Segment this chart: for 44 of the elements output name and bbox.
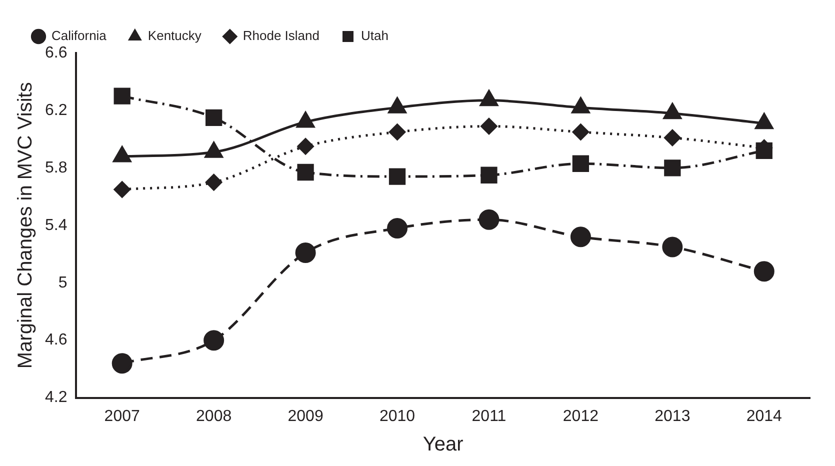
point <box>756 142 772 160</box>
point <box>480 166 498 184</box>
point <box>297 164 314 181</box>
point <box>478 209 500 230</box>
x-tick-label: 2013 <box>654 408 690 425</box>
point <box>572 124 589 140</box>
point <box>388 168 406 185</box>
y-tick-label: 5 <box>58 274 68 292</box>
y-tick-label: 5.4 <box>44 216 68 234</box>
x-tick-label: 2010 <box>379 408 416 425</box>
point <box>114 88 130 104</box>
point <box>206 109 222 126</box>
x-tick-label: 2007 <box>104 408 140 425</box>
point <box>112 353 132 374</box>
point <box>114 181 130 198</box>
point <box>206 174 222 191</box>
point <box>389 124 406 140</box>
x-tick-label: 2012 <box>562 408 599 425</box>
point <box>754 261 774 282</box>
legend-label: Rhode Island <box>242 28 320 44</box>
point <box>295 242 316 263</box>
legend-label: Utah <box>360 28 388 44</box>
x-axis-title: Year <box>422 434 464 456</box>
point <box>662 236 683 258</box>
point <box>572 155 590 172</box>
point <box>570 226 591 248</box>
y-tick-label: 5.8 <box>44 159 68 176</box>
point <box>387 218 408 239</box>
legend-label: Kentucky <box>148 28 202 44</box>
y-tick-label: 6.6 <box>44 44 68 62</box>
y-tick-label: 4.2 <box>44 389 68 406</box>
point <box>480 118 498 135</box>
x-tick-label: 2014 <box>746 408 782 425</box>
x-tick-label: 2009 <box>288 408 324 425</box>
x-tick-label: 2008 <box>196 408 232 425</box>
x-tick-label: 2011 <box>472 408 506 425</box>
point <box>297 138 314 155</box>
point <box>664 160 681 176</box>
point <box>664 130 681 146</box>
point <box>204 330 224 351</box>
legend-label: California <box>52 28 108 44</box>
y-tick-label: 4.6 <box>44 332 68 349</box>
y-axis-title: Marginal Changes in MVC Visits <box>14 82 37 369</box>
y-tick-label: 6.2 <box>44 102 68 119</box>
